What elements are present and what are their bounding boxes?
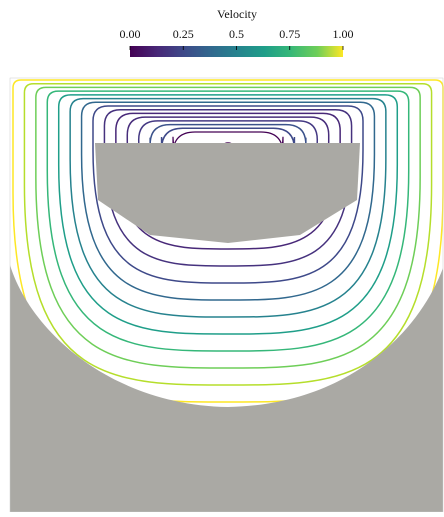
streamline [80, 101, 376, 301]
streamline [115, 112, 341, 250]
colorbar-tick-label: 0.75 [279, 27, 300, 41]
streamline [103, 108, 353, 267]
colorbar-tick-label: 0.25 [173, 27, 194, 41]
streamline [92, 105, 364, 284]
streamline [57, 94, 399, 335]
solid-region [10, 265, 443, 512]
streamline [46, 90, 410, 352]
colorbar-tick-label: 1.00 [333, 27, 354, 41]
colorbar-tick-label: 0.00 [120, 27, 141, 41]
solid-region [95, 143, 360, 243]
colorbar-title: Velocity [217, 7, 257, 21]
streamline [69, 97, 387, 318]
colorbar [130, 46, 343, 57]
streamline [35, 86, 421, 369]
streamline [23, 82, 433, 386]
colorbar-tick-label: 0.5 [229, 27, 244, 41]
